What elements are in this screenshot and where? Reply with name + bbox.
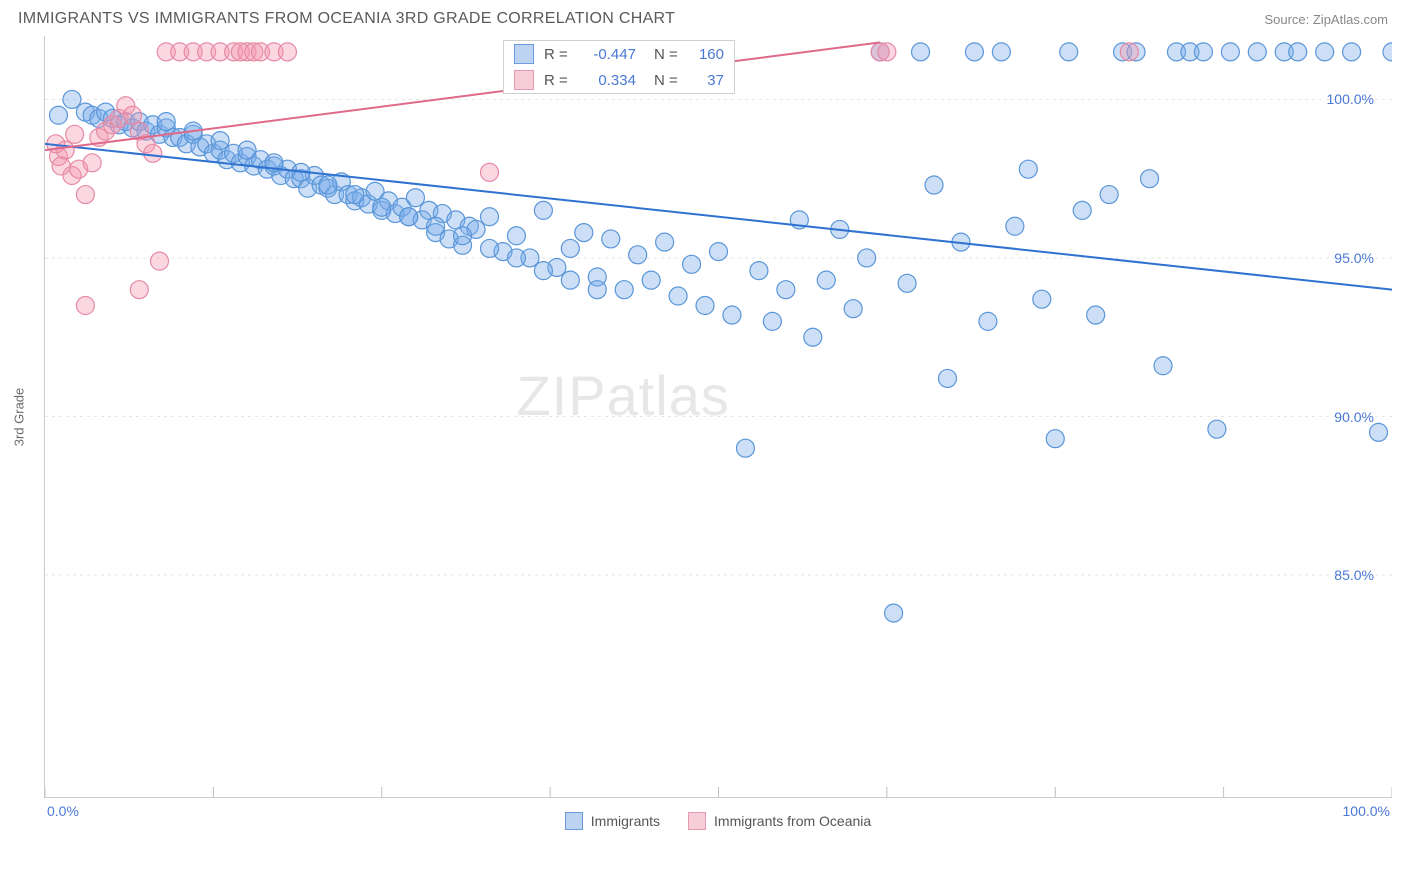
r-label: R =: [544, 46, 572, 63]
correlation-legend-row: R = -0.447 N = 160: [504, 41, 734, 67]
correlation-legend-box: R = -0.447 N = 160 R = 0.334 N = 37: [503, 40, 735, 94]
y-tick-label: 95.0%: [1334, 250, 1374, 266]
r-value: 0.334: [582, 72, 636, 89]
y-tick-label: 100.0%: [1327, 91, 1374, 107]
y-axis-label: 3rd Grade: [12, 388, 27, 447]
n-label: N =: [646, 46, 678, 63]
r-value: -0.447: [582, 46, 636, 63]
chart-container: 3rd Grade ZIPatlas R =-0.447N =160R =0.3…: [0, 36, 1406, 858]
n-value: 160: [688, 46, 724, 63]
correlation-legend-row: R = 0.334 N = 37: [504, 67, 734, 93]
legend-label: Immigrants: [591, 813, 660, 829]
bottom-legend: Immigrants Immigrants from Oceania: [44, 812, 1392, 830]
chart-title: IMMIGRANTS VS IMMIGRANTS FROM OCEANIA 3R…: [18, 10, 675, 28]
n-value: 37: [688, 72, 724, 89]
legend-swatch: [565, 812, 583, 830]
legend-swatch: [688, 812, 706, 830]
r-label: R =: [544, 72, 572, 89]
plot-area: ZIPatlas R =-0.447N =160R =0.334N =37 85…: [44, 36, 1392, 798]
n-label: N =: [646, 72, 678, 89]
scatter-plot-svg: [45, 36, 1392, 797]
chart-source: Source: ZipAtlas.com: [1264, 12, 1388, 27]
legend-swatch: [514, 44, 534, 64]
legend-label: Immigrants from Oceania: [714, 813, 871, 829]
legend-swatch: [514, 70, 534, 90]
legend-item: Immigrants from Oceania: [688, 812, 871, 830]
y-tick-label: 90.0%: [1334, 409, 1374, 425]
y-tick-label: 85.0%: [1334, 567, 1374, 583]
legend-item: Immigrants: [565, 812, 660, 830]
